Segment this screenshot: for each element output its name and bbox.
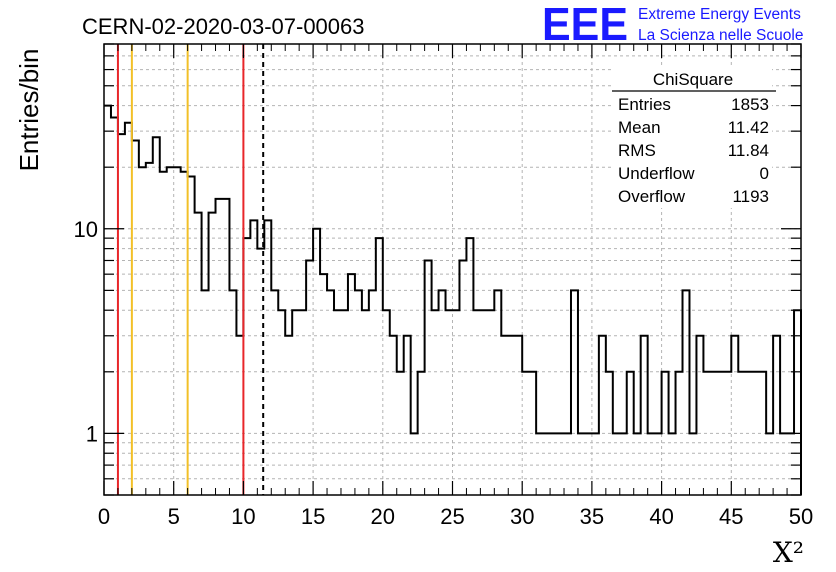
stats-box: ChiSquare Entries 1853 Mean 11.42 RMS 11.84 Un…	[612, 66, 776, 208]
y-tick-label: 10	[74, 217, 98, 242]
y-axis-label: Entries/bin	[14, 49, 44, 172]
stats-box-background	[612, 66, 772, 208]
stats-row-value: 1853	[731, 95, 769, 114]
tick-labels: 0 5 10 15 20 25 30 35 40 45 50 1 10	[74, 217, 814, 529]
x-tick-label: 10	[231, 504, 255, 529]
run-title: CERN-02-2020-03-07-00063	[82, 14, 365, 39]
reference-lines	[116, 44, 265, 495]
x-tick-label: 15	[301, 504, 325, 529]
x-tick-label: 45	[719, 504, 743, 529]
stats-row-label: Overflow	[618, 187, 686, 206]
histogram-bars	[104, 104, 802, 495]
stats-row-label: RMS	[618, 141, 656, 160]
x-tick-label: 50	[789, 504, 813, 529]
logo-caption-line1: Extreme Energy Events	[638, 6, 801, 23]
stats-title: ChiSquare	[653, 70, 733, 89]
stats-row-value: 1193	[732, 187, 769, 206]
x-tick-label: 5	[168, 504, 180, 529]
stats-row-value: 11.84	[728, 141, 769, 160]
stats-row-label: Underflow	[618, 164, 695, 183]
histogram-outline	[104, 104, 802, 495]
logo-caption-line2: La Scienza nelle Scuole	[638, 27, 803, 44]
x-tick-label: 35	[580, 504, 604, 529]
axis-ticks	[103, 43, 802, 496]
x-tick-label: 20	[371, 504, 395, 529]
x-tick-label: 40	[649, 504, 673, 529]
eee-logo: EEE	[542, 0, 628, 50]
x-axis-label: X²	[773, 536, 804, 569]
stats-row-label: Mean	[618, 118, 661, 137]
stats-row-value: 11.42	[728, 118, 769, 137]
x-tick-label: 25	[440, 504, 464, 529]
stats-row-label: Entries	[618, 95, 671, 114]
x-tick-label: 0	[98, 504, 110, 529]
x-tick-label: 30	[510, 504, 534, 529]
y-tick-label: 1	[86, 421, 98, 446]
stats-row-value: 0	[760, 164, 769, 183]
